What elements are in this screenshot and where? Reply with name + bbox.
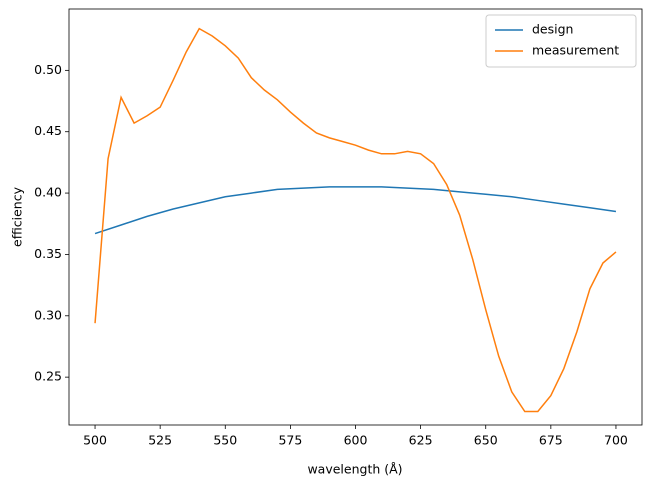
y-tick-label: 0.50 [34, 62, 62, 77]
line [94, 186, 617, 235]
y-tick-label: 0.40 [34, 185, 62, 200]
x-tick-label: 675 [539, 433, 563, 448]
x-tick-label: 550 [213, 433, 237, 448]
y-axis-label: efficiency [10, 186, 25, 247]
legend-label: design [532, 22, 573, 37]
plot-frame [68, 8, 643, 426]
y-tick-label: 0.35 [34, 246, 62, 261]
x-tick-label: 500 [83, 433, 107, 448]
y-tick-label: 0.30 [34, 307, 62, 322]
x-tick-label: 650 [474, 433, 498, 448]
legend-box [485, 14, 637, 68]
x-tick-label: 600 [344, 433, 368, 448]
x-tick-label: 525 [148, 433, 172, 448]
line [94, 27, 617, 413]
x-tick-label: 700 [604, 433, 628, 448]
x-tick-label: 625 [409, 433, 433, 448]
y-tick-label: 0.45 [34, 123, 62, 138]
x-axis-label: wavelength (Å) [307, 462, 402, 477]
x-tick-label: 575 [278, 433, 302, 448]
y-tick-label: 0.25 [34, 369, 62, 384]
legend-label: measurement [532, 43, 619, 58]
